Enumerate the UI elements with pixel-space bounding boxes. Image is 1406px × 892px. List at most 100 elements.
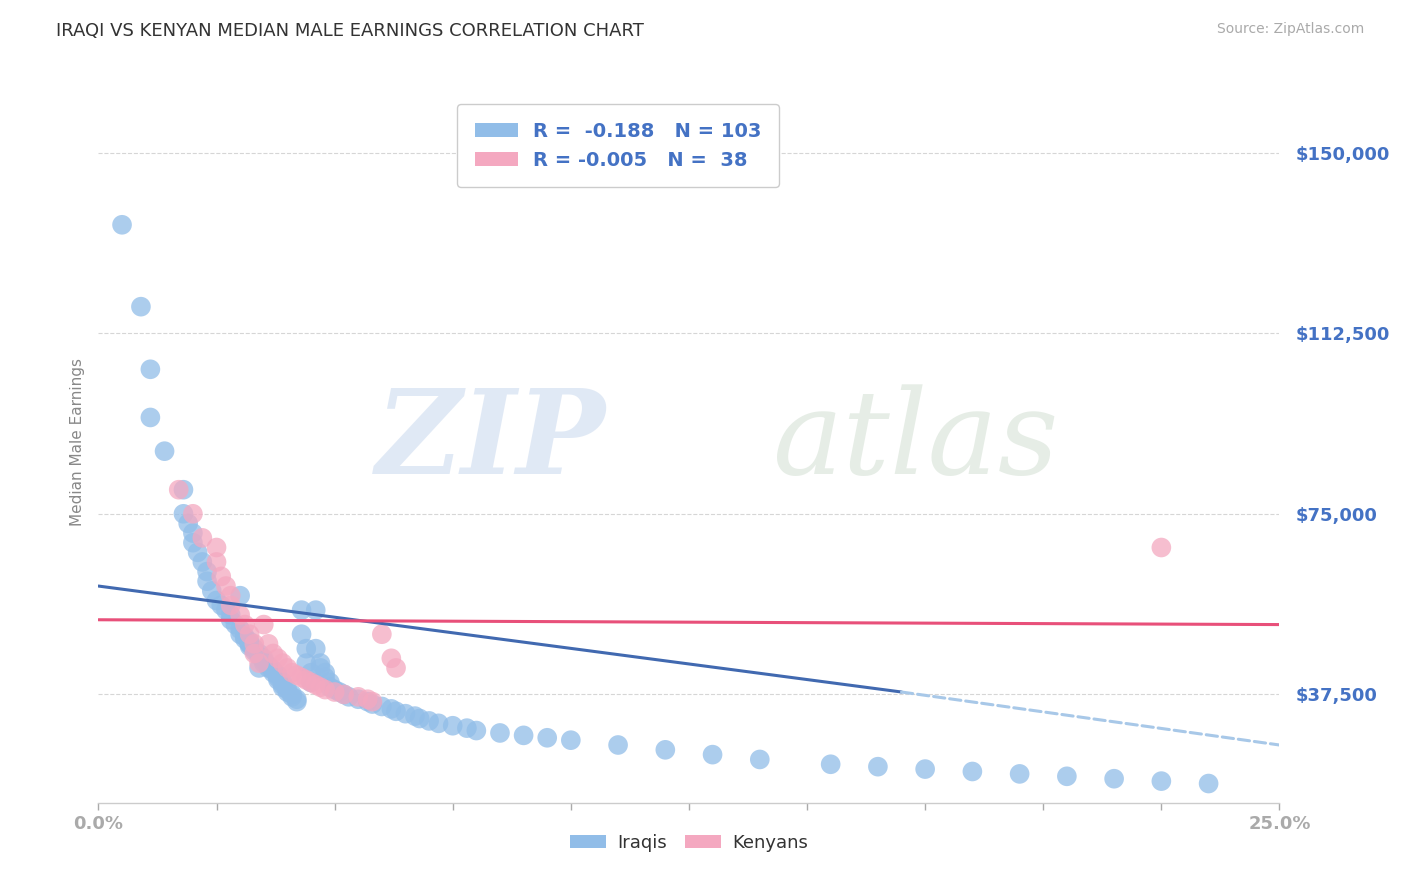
Point bbox=[299, 675, 322, 690]
Point bbox=[380, 702, 402, 716]
Point bbox=[408, 712, 430, 726]
Point bbox=[1150, 541, 1173, 555]
Point bbox=[290, 627, 312, 641]
Point bbox=[319, 680, 342, 694]
Point bbox=[962, 764, 984, 779]
Point bbox=[239, 637, 262, 651]
Text: Source: ZipAtlas.com: Source: ZipAtlas.com bbox=[1216, 22, 1364, 37]
Point bbox=[536, 731, 558, 745]
Point bbox=[456, 721, 478, 735]
Point bbox=[607, 738, 630, 752]
Point bbox=[404, 709, 426, 723]
Point bbox=[243, 637, 266, 651]
Point bbox=[129, 300, 152, 314]
Point bbox=[253, 654, 276, 668]
Point bbox=[205, 555, 228, 569]
Point bbox=[512, 728, 534, 742]
Point bbox=[290, 603, 312, 617]
Point bbox=[371, 699, 394, 714]
Point bbox=[323, 685, 346, 699]
Point bbox=[239, 639, 262, 653]
Point bbox=[253, 656, 276, 670]
Point bbox=[295, 656, 318, 670]
Point bbox=[337, 690, 360, 704]
Text: atlas: atlas bbox=[772, 384, 1057, 499]
Point bbox=[271, 675, 294, 690]
Point bbox=[201, 583, 224, 598]
Point bbox=[328, 685, 350, 699]
Point bbox=[314, 665, 336, 680]
Point bbox=[181, 526, 204, 541]
Point bbox=[309, 680, 332, 694]
Point bbox=[195, 574, 218, 589]
Point bbox=[1102, 772, 1125, 786]
Point bbox=[271, 678, 294, 692]
Point bbox=[233, 632, 256, 646]
Point bbox=[233, 630, 256, 644]
Point bbox=[371, 627, 394, 641]
Point bbox=[314, 671, 336, 685]
Point bbox=[323, 682, 346, 697]
Point bbox=[247, 648, 270, 663]
Point bbox=[219, 607, 242, 622]
Text: ZIP: ZIP bbox=[377, 384, 606, 499]
Point bbox=[215, 603, 238, 617]
Point bbox=[262, 647, 284, 661]
Point bbox=[427, 716, 450, 731]
Point bbox=[285, 692, 308, 706]
Point bbox=[247, 661, 270, 675]
Text: IRAQI VS KENYAN MEDIAN MALE EARNINGS CORRELATION CHART: IRAQI VS KENYAN MEDIAN MALE EARNINGS COR… bbox=[56, 22, 644, 40]
Point bbox=[276, 682, 298, 697]
Point bbox=[229, 627, 252, 641]
Point bbox=[239, 637, 262, 651]
Point bbox=[153, 444, 176, 458]
Point bbox=[267, 668, 290, 682]
Point bbox=[219, 599, 242, 613]
Point bbox=[281, 687, 304, 701]
Point bbox=[357, 695, 380, 709]
Point bbox=[209, 569, 232, 583]
Point bbox=[205, 541, 228, 555]
Point bbox=[139, 362, 162, 376]
Point bbox=[243, 644, 266, 658]
Point bbox=[276, 685, 298, 699]
Point bbox=[285, 695, 308, 709]
Point bbox=[361, 695, 384, 709]
Point bbox=[257, 637, 280, 651]
Point bbox=[748, 752, 770, 766]
Point bbox=[333, 687, 356, 701]
Point bbox=[243, 647, 266, 661]
Point bbox=[560, 733, 582, 747]
Point bbox=[229, 589, 252, 603]
Point bbox=[267, 651, 290, 665]
Point bbox=[347, 690, 370, 704]
Point bbox=[299, 665, 322, 680]
Point bbox=[276, 661, 298, 675]
Point bbox=[243, 641, 266, 656]
Point bbox=[465, 723, 488, 738]
Point bbox=[295, 673, 318, 687]
Point bbox=[233, 617, 256, 632]
Point bbox=[271, 656, 294, 670]
Point bbox=[285, 668, 308, 682]
Point bbox=[380, 651, 402, 665]
Point bbox=[257, 658, 280, 673]
Point bbox=[361, 697, 384, 711]
Point bbox=[866, 760, 889, 774]
Point bbox=[181, 507, 204, 521]
Point bbox=[654, 743, 676, 757]
Point bbox=[820, 757, 842, 772]
Point bbox=[295, 641, 318, 656]
Point bbox=[299, 675, 322, 690]
Point bbox=[262, 664, 284, 678]
Point bbox=[394, 706, 416, 721]
Point bbox=[224, 617, 246, 632]
Point bbox=[167, 483, 190, 497]
Point bbox=[111, 218, 134, 232]
Point bbox=[205, 593, 228, 607]
Point bbox=[253, 617, 276, 632]
Point bbox=[1008, 767, 1031, 781]
Point bbox=[305, 678, 328, 692]
Point bbox=[418, 714, 440, 728]
Point bbox=[172, 507, 194, 521]
